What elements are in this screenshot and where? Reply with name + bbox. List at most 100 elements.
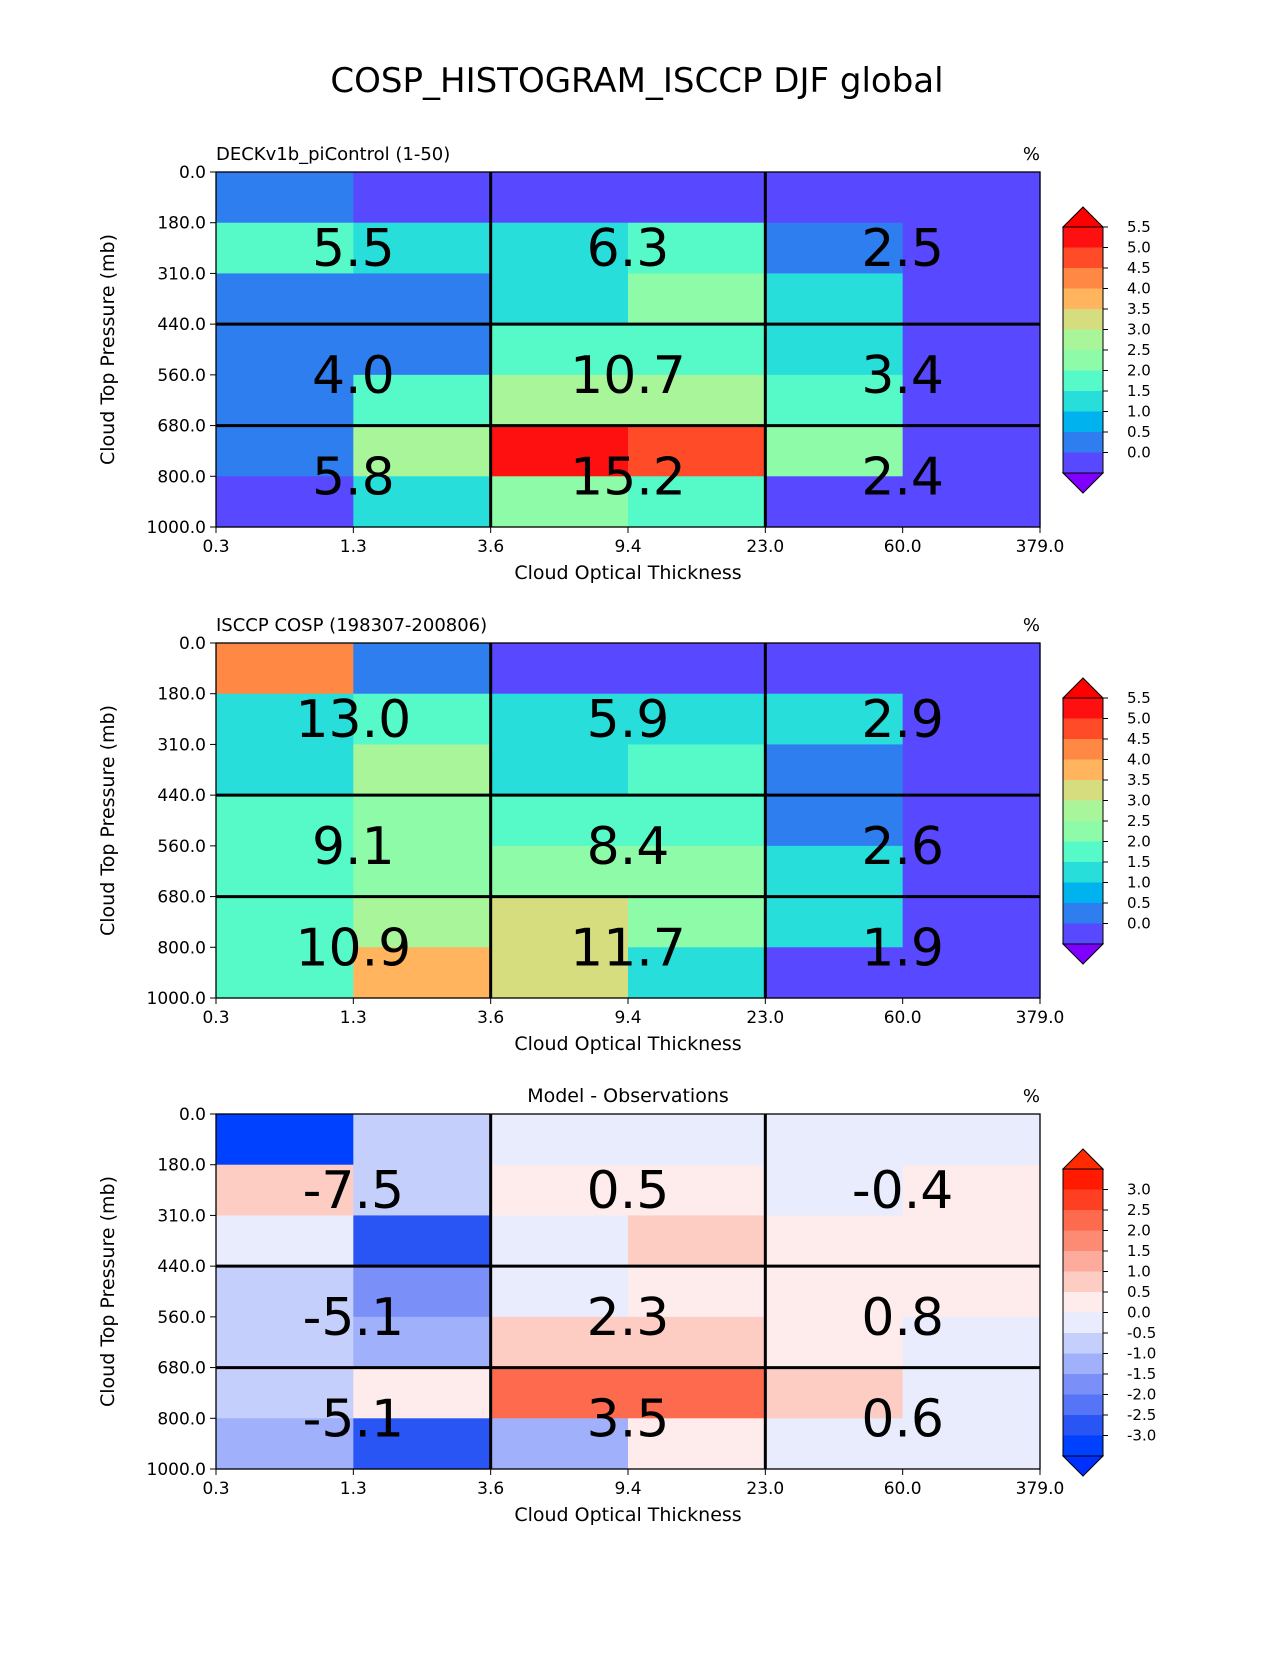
heatmap-cell bbox=[353, 947, 492, 999]
heatmap-cell bbox=[628, 172, 766, 224]
heatmap-cell bbox=[216, 947, 354, 999]
heatmap-cell bbox=[902, 1418, 1041, 1470]
colorbar-swatch bbox=[1063, 923, 1103, 945]
heatmap-cell bbox=[490, 1164, 629, 1217]
x-tick-label: 60.0 bbox=[884, 537, 922, 557]
heatmap-cell bbox=[765, 1316, 904, 1369]
x-tick-label: 3.6 bbox=[477, 537, 504, 557]
y-tick-label: 800.0 bbox=[157, 938, 206, 958]
heatmap-cell bbox=[902, 845, 1041, 898]
colorbar-tick-label: 2.5 bbox=[1127, 1201, 1151, 1219]
heatmap-cell bbox=[490, 1215, 629, 1267]
x-axis-label: Cloud Optical Thickness bbox=[514, 1033, 741, 1055]
heatmap-cell bbox=[902, 693, 1041, 746]
heatmap-cell bbox=[216, 1418, 354, 1470]
heatmap-cell bbox=[216, 643, 354, 695]
group-value-label: 5.8 bbox=[312, 447, 395, 507]
y-tick-label: 560.0 bbox=[157, 366, 206, 386]
heatmap-cell bbox=[490, 947, 629, 999]
colorbar-swatch bbox=[1063, 350, 1103, 371]
colorbar-swatch bbox=[1063, 1189, 1103, 1211]
colorbar-swatch bbox=[1063, 391, 1103, 412]
heatmap-cell bbox=[902, 1316, 1041, 1369]
heatmap-cell bbox=[353, 476, 492, 528]
heatmap-cell bbox=[628, 896, 766, 948]
heatmap-cell bbox=[353, 795, 492, 847]
colorbar-tick-label: 0.5 bbox=[1127, 1283, 1151, 1301]
heatmap-cell bbox=[902, 1266, 1041, 1318]
colorbar-swatch bbox=[1063, 1435, 1103, 1457]
colorbar-swatch bbox=[1063, 759, 1103, 781]
colorbar-tick-label: -1.5 bbox=[1127, 1365, 1156, 1383]
y-tick-label: 680.0 bbox=[157, 417, 206, 437]
units-label: % bbox=[1023, 1086, 1040, 1107]
colorbar-tick-label: -3.0 bbox=[1127, 1427, 1156, 1445]
x-tick-label: 0.3 bbox=[202, 1479, 229, 1499]
y-tick-label: 800.0 bbox=[157, 1409, 206, 1429]
colorbar-swatch bbox=[1063, 739, 1103, 760]
heatmap-cell bbox=[628, 1266, 766, 1318]
heatmap-cell bbox=[353, 744, 492, 796]
heatmap-cell bbox=[353, 1367, 492, 1419]
colorbar-swatch bbox=[1063, 452, 1103, 474]
colorbar-swatch bbox=[1063, 1169, 1103, 1190]
x-tick-label: 1.3 bbox=[340, 1479, 367, 1499]
heatmap-cell bbox=[902, 425, 1041, 477]
y-tick-label: 1000.0 bbox=[147, 989, 206, 1009]
x-tick-label: 379.0 bbox=[1016, 1008, 1065, 1028]
heatmap-cell bbox=[902, 476, 1041, 528]
x-tick-label: 0.3 bbox=[202, 1008, 229, 1028]
group-value-label: 3.5 bbox=[587, 1389, 670, 1449]
heatmap-cell bbox=[902, 222, 1041, 275]
heatmap-cell bbox=[216, 476, 354, 528]
heatmap-cell bbox=[216, 374, 354, 427]
heatmap-cell bbox=[490, 222, 629, 275]
heatmap-cell bbox=[902, 744, 1041, 796]
x-tick-label: 1.3 bbox=[340, 537, 367, 557]
colorbar-swatch bbox=[1063, 698, 1103, 719]
colorbar-swatch bbox=[1063, 268, 1103, 289]
colorbar-tick-label: 0.0 bbox=[1127, 1304, 1151, 1322]
y-tick-label: 440.0 bbox=[157, 1257, 206, 1277]
group-value-label: 8.4 bbox=[587, 817, 670, 877]
heatmap-cell bbox=[216, 172, 354, 224]
heatmap-cell bbox=[902, 643, 1041, 695]
heatmap-cell bbox=[628, 1316, 766, 1369]
heatmap-cell bbox=[490, 1367, 629, 1419]
heatmap-cell bbox=[765, 324, 904, 376]
colorbar-swatch bbox=[1063, 1230, 1103, 1252]
heatmap-cell bbox=[490, 896, 629, 948]
heatmap-cell bbox=[628, 693, 766, 746]
x-tick-label: 379.0 bbox=[1016, 537, 1065, 557]
heatmap-cell bbox=[490, 744, 629, 796]
x-tick-label: 60.0 bbox=[884, 1008, 922, 1028]
heatmap-cell bbox=[902, 896, 1041, 948]
heatmap-cell bbox=[490, 1316, 629, 1369]
colorbar-tick-label: 4.0 bbox=[1127, 751, 1151, 769]
y-tick-label: 180.0 bbox=[157, 685, 206, 705]
y-tick-label: 560.0 bbox=[157, 1308, 206, 1328]
x-tick-label: 60.0 bbox=[884, 1479, 922, 1499]
heatmap-cell bbox=[628, 273, 766, 325]
heatmap-cell bbox=[628, 1418, 766, 1470]
heatmap-cell bbox=[490, 172, 629, 224]
heatmap-cell bbox=[902, 1367, 1041, 1419]
heatmap-cell bbox=[628, 795, 766, 847]
colorbar: 5.5 5.0 4.5 4.0 3.5 3.0 2.5 2.0 1.5 1.0 0.5 0.0 bbox=[1061, 206, 1151, 494]
x-tick-label: 9.4 bbox=[614, 537, 641, 557]
heatmap-cell bbox=[902, 1215, 1041, 1267]
colorbar-swatch bbox=[1063, 1353, 1103, 1375]
colorbar-swatch bbox=[1063, 903, 1103, 924]
heatmap-cell bbox=[216, 845, 354, 898]
heatmap-cell bbox=[490, 273, 629, 325]
colorbar-tick-label: 1.0 bbox=[1127, 1263, 1151, 1281]
x-tick-label: 9.4 bbox=[614, 1008, 641, 1028]
y-axis-label: Cloud Top Pressure (mb) bbox=[97, 705, 119, 936]
y-tick-label: 0.0 bbox=[179, 634, 206, 654]
heatmap-cell bbox=[902, 1164, 1041, 1217]
colorbar-tick-label: 3.0 bbox=[1127, 792, 1151, 810]
x-tick-label: 3.6 bbox=[477, 1479, 504, 1499]
colorbar-swatch bbox=[1063, 1374, 1103, 1395]
colorbar-swatch bbox=[1063, 800, 1103, 822]
